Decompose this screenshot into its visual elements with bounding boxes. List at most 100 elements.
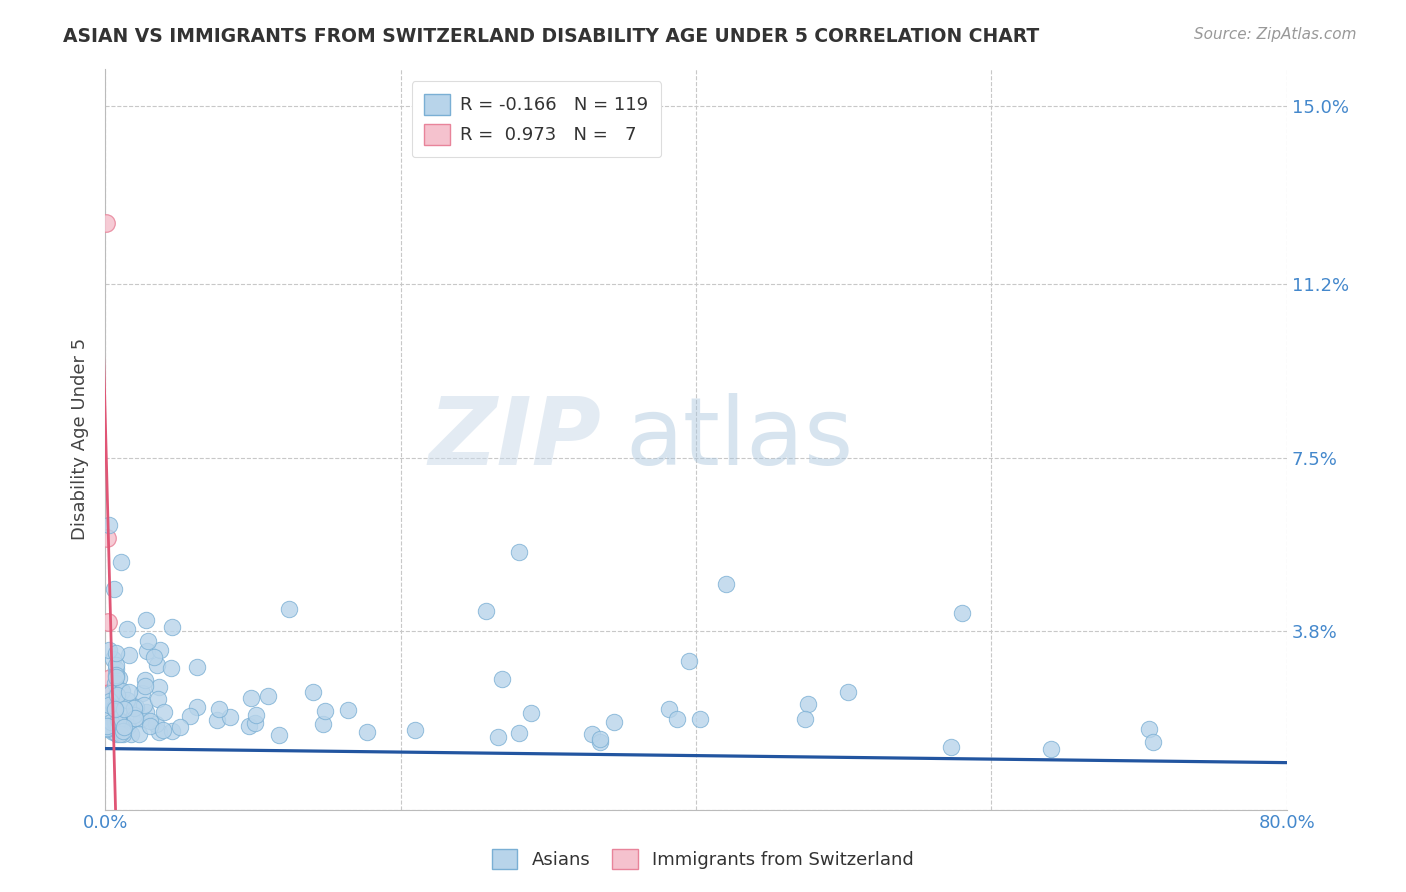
Point [519, 706, 541, 720]
Point [104, 670, 127, 684]
Point [148, 681, 170, 695]
Point [100, 714, 122, 729]
Text: Source: ZipAtlas.com: Source: ZipAtlas.com [1194, 27, 1357, 42]
Point [160, 723, 183, 738]
Point [658, 702, 681, 716]
Point [135, 706, 157, 720]
Point [103, 582, 125, 596]
Point [128, 727, 150, 741]
Text: atlas: atlas [626, 393, 853, 485]
Point [219, 709, 242, 723]
Point [107, 720, 129, 734]
Point [589, 731, 612, 746]
Point [96, 718, 118, 732]
Point [243, 716, 266, 731]
Point [146, 657, 169, 672]
Point [105, 688, 128, 702]
Point [689, 712, 711, 726]
Point [1039, 742, 1062, 756]
Point [208, 702, 231, 716]
Point [1137, 722, 1160, 736]
Point [666, 712, 689, 726]
Point [111, 726, 134, 740]
Point [104, 701, 127, 715]
Point [96, 721, 118, 735]
Point [491, 672, 513, 686]
Point [278, 602, 301, 616]
Point [152, 723, 174, 737]
Point [96, 717, 118, 731]
Point [104, 662, 127, 676]
Point [136, 634, 159, 648]
Point [107, 671, 129, 685]
Point [508, 544, 530, 558]
Point [97, 615, 120, 629]
Point [311, 717, 333, 731]
Point [714, 577, 737, 591]
Point [238, 719, 260, 733]
Point [104, 676, 127, 690]
Point [603, 715, 626, 730]
Point [404, 723, 426, 738]
Point [475, 604, 498, 618]
Point [105, 658, 128, 673]
Point [148, 725, 170, 739]
Point [267, 727, 290, 741]
Point [131, 713, 153, 727]
Y-axis label: Disability Age Under 5: Disability Age Under 5 [72, 338, 89, 541]
Point [118, 684, 141, 698]
Text: ZIP: ZIP [429, 393, 602, 485]
Point [145, 716, 167, 731]
Point [101, 699, 124, 714]
Point [134, 673, 156, 687]
Point [124, 711, 146, 725]
Point [257, 689, 280, 703]
Point [124, 707, 146, 722]
Point [96, 706, 118, 721]
Point [186, 659, 208, 673]
Point [105, 668, 128, 682]
Point [96, 531, 118, 545]
Point [112, 720, 135, 734]
Point [179, 709, 201, 723]
Point [98, 643, 121, 657]
Point [125, 699, 148, 714]
Point [135, 613, 157, 627]
Point [148, 692, 170, 706]
Point [103, 725, 125, 739]
Point [136, 644, 159, 658]
Point [96, 697, 118, 711]
Point [1142, 735, 1164, 749]
Point [107, 714, 129, 728]
Point [105, 727, 128, 741]
Point [111, 724, 134, 739]
Point [301, 685, 323, 699]
Point [336, 702, 359, 716]
Point [111, 715, 134, 730]
Point [97, 517, 120, 532]
Point [205, 713, 228, 727]
Point [486, 730, 509, 744]
Point [152, 705, 174, 719]
Point [115, 622, 138, 636]
Point [96, 723, 118, 737]
Point [589, 735, 612, 749]
Point [115, 693, 138, 707]
Point [101, 652, 124, 666]
Point [160, 660, 183, 674]
Point [139, 719, 162, 733]
Point [678, 654, 700, 668]
Point [98, 698, 121, 713]
Point [104, 718, 127, 732]
Point [98, 694, 121, 708]
Point [581, 726, 603, 740]
Point [110, 555, 132, 569]
Point [103, 701, 125, 715]
Point [837, 685, 859, 699]
Point [100, 685, 122, 699]
Point [356, 725, 378, 739]
Point [104, 688, 127, 702]
Legend: Asians, Immigrants from Switzerland: Asians, Immigrants from Switzerland [484, 839, 922, 879]
Point [950, 606, 973, 620]
Point [117, 648, 139, 663]
